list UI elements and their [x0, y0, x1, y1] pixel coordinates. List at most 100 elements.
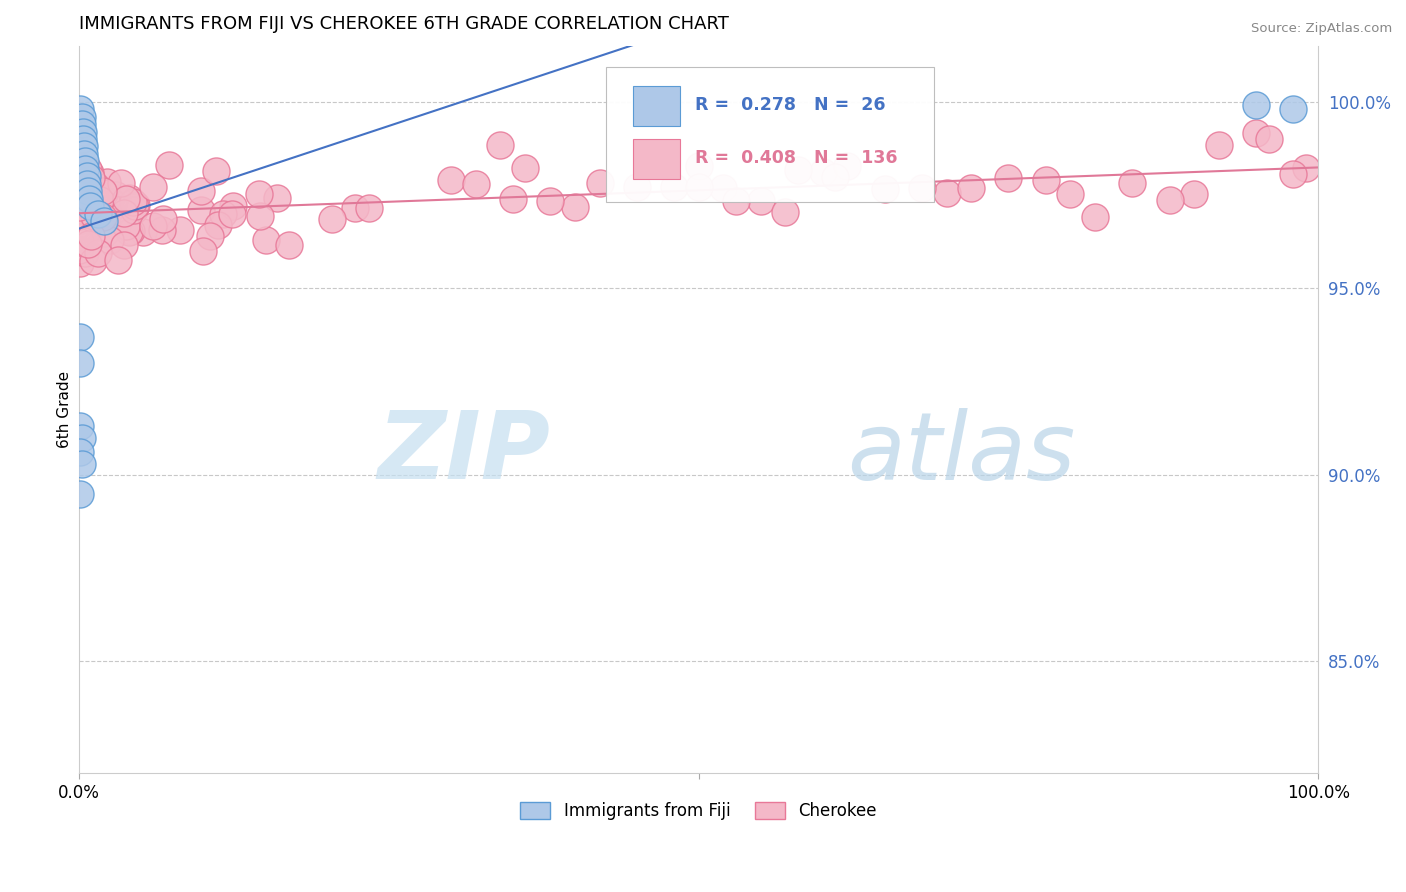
- Point: [91, 214, 114, 228]
- Point: [79, 178, 101, 192]
- Point: [150, 223, 173, 237]
- Point: [72, 209, 94, 223]
- Point: [93, 203, 115, 218]
- Point: [67, 200, 90, 214]
- Point: [79, 229, 101, 244]
- Point: [1182, 186, 1205, 201]
- Point: [247, 187, 270, 202]
- Point: [502, 192, 524, 206]
- Text: ZIP: ZIP: [377, 408, 550, 500]
- Point: [67, 217, 90, 231]
- Point: [69, 356, 91, 370]
- Point: [997, 171, 1019, 186]
- Point: [69, 419, 91, 434]
- Point: [67, 201, 90, 215]
- Point: [343, 202, 366, 216]
- Text: Source: ZipAtlas.com: Source: ZipAtlas.com: [1251, 22, 1392, 36]
- Point: [120, 224, 142, 238]
- Legend: Immigrants from Fiji, Cherokee: Immigrants from Fiji, Cherokee: [513, 796, 884, 827]
- Point: [464, 178, 486, 192]
- Point: [69, 169, 91, 183]
- Point: [98, 233, 121, 247]
- Bar: [633, 86, 681, 126]
- Point: [69, 205, 91, 219]
- Point: [69, 213, 91, 227]
- Point: [207, 218, 229, 232]
- Point: [1035, 173, 1057, 187]
- Point: [69, 159, 91, 173]
- Point: [824, 169, 846, 184]
- Point: [93, 186, 115, 200]
- Point: [152, 212, 174, 227]
- Point: [96, 175, 118, 189]
- Point: [190, 202, 212, 217]
- Point: [1246, 98, 1268, 112]
- Point: [1121, 177, 1143, 191]
- Point: [101, 196, 124, 211]
- Point: [83, 209, 105, 223]
- Point: [70, 117, 93, 131]
- Point: [112, 238, 135, 252]
- Point: [69, 102, 91, 116]
- Point: [73, 139, 96, 153]
- Point: [94, 194, 117, 208]
- Point: [115, 219, 138, 233]
- Point: [110, 177, 132, 191]
- Point: [1295, 161, 1317, 175]
- Point: [811, 164, 834, 178]
- Point: [80, 171, 103, 186]
- Point: [86, 206, 108, 220]
- Point: [321, 211, 343, 226]
- Point: [69, 228, 91, 243]
- Point: [75, 161, 97, 176]
- Point: [169, 223, 191, 237]
- Point: [67, 210, 90, 224]
- Point: [837, 159, 859, 173]
- Point: [125, 198, 148, 212]
- Point: [67, 182, 90, 196]
- Point: [1084, 210, 1107, 224]
- Point: [91, 210, 114, 224]
- Point: [70, 431, 93, 445]
- Point: [69, 235, 91, 249]
- Point: [118, 191, 141, 205]
- Point: [93, 214, 115, 228]
- Point: [67, 229, 90, 244]
- Point: [662, 180, 685, 194]
- Point: [104, 188, 127, 202]
- Point: [112, 205, 135, 219]
- Point: [79, 211, 101, 226]
- Point: [626, 180, 648, 194]
- Point: [77, 192, 100, 206]
- Point: [266, 192, 288, 206]
- Point: [357, 201, 380, 215]
- Point: [1257, 132, 1279, 146]
- Point: [515, 161, 537, 175]
- Point: [79, 166, 101, 180]
- Point: [114, 192, 136, 206]
- Point: [873, 182, 896, 196]
- Bar: [633, 139, 681, 179]
- Text: R =  0.278   N =  26: R = 0.278 N = 26: [695, 96, 886, 114]
- Point: [1159, 194, 1181, 208]
- Point: [75, 186, 97, 201]
- Point: [1282, 167, 1305, 181]
- Point: [588, 176, 610, 190]
- Point: [118, 225, 141, 239]
- Point: [69, 193, 91, 207]
- Point: [440, 173, 463, 187]
- Point: [142, 180, 165, 194]
- Point: [72, 132, 94, 146]
- Point: [69, 486, 91, 500]
- Point: [205, 163, 228, 178]
- Point: [786, 163, 808, 178]
- Point: [86, 192, 108, 206]
- Point: [122, 200, 145, 214]
- Point: [73, 147, 96, 161]
- Text: atlas: atlas: [848, 408, 1076, 499]
- Point: [122, 203, 145, 218]
- Point: [87, 210, 110, 224]
- Point: [212, 207, 235, 221]
- Point: [72, 188, 94, 202]
- Point: [724, 194, 747, 208]
